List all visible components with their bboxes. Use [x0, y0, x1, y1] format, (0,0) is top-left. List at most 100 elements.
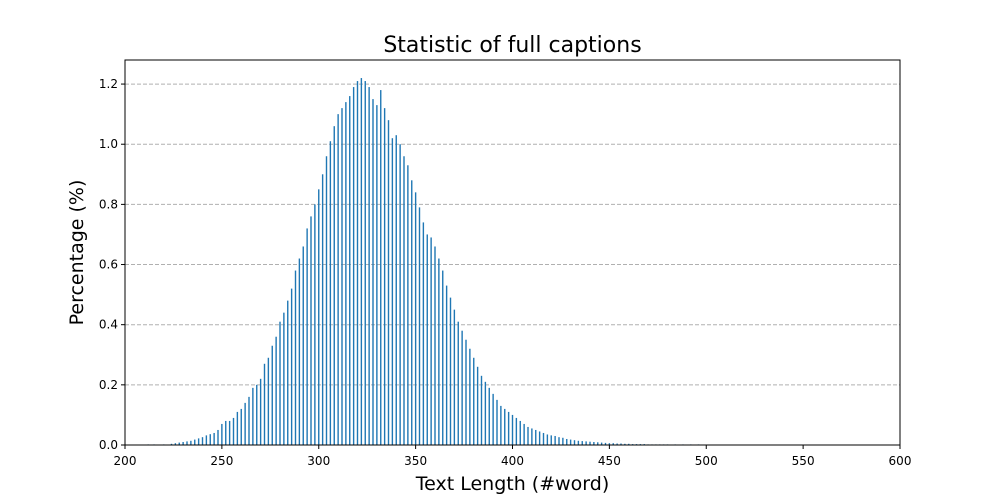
bar-398: [507, 411, 510, 445]
y-tick-label-6: 1.2: [99, 77, 118, 91]
bar-424: [558, 437, 560, 445]
bar-240: [201, 437, 204, 445]
bar-270: [259, 378, 262, 445]
bar-332: [380, 90, 382, 445]
bar-302: [321, 174, 324, 445]
bar-328: [372, 99, 374, 445]
bar-366: [445, 285, 448, 445]
bar-356: [426, 234, 428, 445]
bar-434: [577, 440, 580, 445]
bar-348: [411, 180, 413, 445]
y-tick-label-5: 1.0: [99, 137, 118, 151]
bar-362: [438, 258, 440, 445]
bar-426: [562, 437, 564, 445]
bar-344: [403, 156, 405, 445]
bar-452: [612, 443, 614, 445]
bar-248: [217, 429, 219, 445]
bar-262: [244, 402, 246, 445]
bar-436: [581, 441, 583, 445]
bar-404: [519, 420, 521, 445]
bar-430: [569, 439, 572, 445]
bar-232: [186, 441, 188, 445]
y-tick-label-1: 0.2: [99, 378, 118, 392]
bars: [147, 78, 862, 446]
bar-358: [430, 237, 432, 445]
bar-298: [314, 204, 316, 445]
y-axis-ticks: 0.0 0.2 0.4 0.6 0.8 1.0 1.2: [99, 77, 125, 452]
bar-324: [364, 81, 366, 445]
bar-346: [407, 165, 409, 445]
bar-414: [538, 431, 541, 445]
x-tick-label-1: 250: [210, 454, 233, 468]
bar-450: [608, 443, 611, 445]
x-tick-label-2: 300: [307, 454, 330, 468]
x-tick-label-6: 500: [695, 454, 718, 468]
bar-368: [449, 297, 452, 445]
bar-292: [302, 246, 304, 445]
bar-272: [263, 363, 266, 445]
y-gridlines: [125, 83, 900, 446]
bar-402: [515, 417, 518, 445]
bar-276: [271, 345, 273, 445]
bar-444: [597, 442, 599, 445]
bar-296: [310, 216, 312, 445]
bar-384: [480, 375, 483, 445]
bar-246: [213, 432, 215, 445]
bar-256: [232, 417, 235, 445]
bar-228: [178, 442, 180, 445]
bar-234: [190, 440, 192, 445]
bar-244: [209, 434, 211, 445]
x-tick-label-5: 450: [598, 454, 621, 468]
bar-390: [492, 393, 494, 445]
bar-352: [418, 207, 421, 445]
bar-340: [395, 135, 397, 445]
bar-284: [287, 300, 289, 445]
bar-440: [589, 441, 591, 445]
bar-386: [484, 381, 487, 445]
bar-268: [256, 384, 258, 445]
bar-254: [228, 420, 231, 445]
bar-350: [414, 192, 417, 445]
bar-238: [197, 438, 200, 445]
bar-266: [252, 387, 254, 445]
y-axis-label: Percentage (%): [66, 180, 88, 326]
bar-258: [236, 411, 239, 445]
bar-428: [566, 438, 568, 445]
bar-326: [368, 87, 370, 445]
bar-460: [628, 443, 630, 445]
bar-250: [221, 423, 223, 445]
bar-416: [542, 432, 545, 445]
bar-422: [554, 435, 556, 445]
bar-330: [376, 105, 378, 445]
bar-396: [504, 408, 506, 445]
bar-432: [573, 440, 576, 445]
bar-448: [604, 442, 607, 445]
bar-322: [360, 78, 363, 445]
bar-456: [620, 443, 622, 445]
y-tick-label-3: 0.6: [99, 258, 118, 272]
y-tick-label-0: 0.0: [99, 438, 118, 452]
bar-224: [170, 443, 173, 445]
bar-286: [290, 288, 293, 445]
bar-360: [434, 246, 436, 445]
bar-420: [550, 435, 552, 445]
bar-314: [345, 102, 347, 445]
bar-374: [461, 330, 463, 445]
bar-300: [318, 189, 320, 445]
bar-354: [422, 222, 425, 445]
bar-336: [387, 120, 390, 445]
x-axis-label: Text Length (#word): [415, 473, 610, 495]
bar-264: [248, 396, 250, 445]
chart-title: Statistic of full captions: [383, 33, 641, 58]
bar-382: [476, 366, 479, 445]
bar-278: [275, 336, 277, 445]
bar-410: [531, 428, 533, 445]
x-axis-ticks: 200 250 300 350 400 450 500 550 600: [114, 445, 912, 468]
bar-408: [527, 426, 529, 445]
x-tick-label-8: 600: [889, 454, 912, 468]
bar-308: [333, 126, 335, 445]
bar-376: [465, 339, 467, 445]
bar-392: [496, 399, 498, 445]
